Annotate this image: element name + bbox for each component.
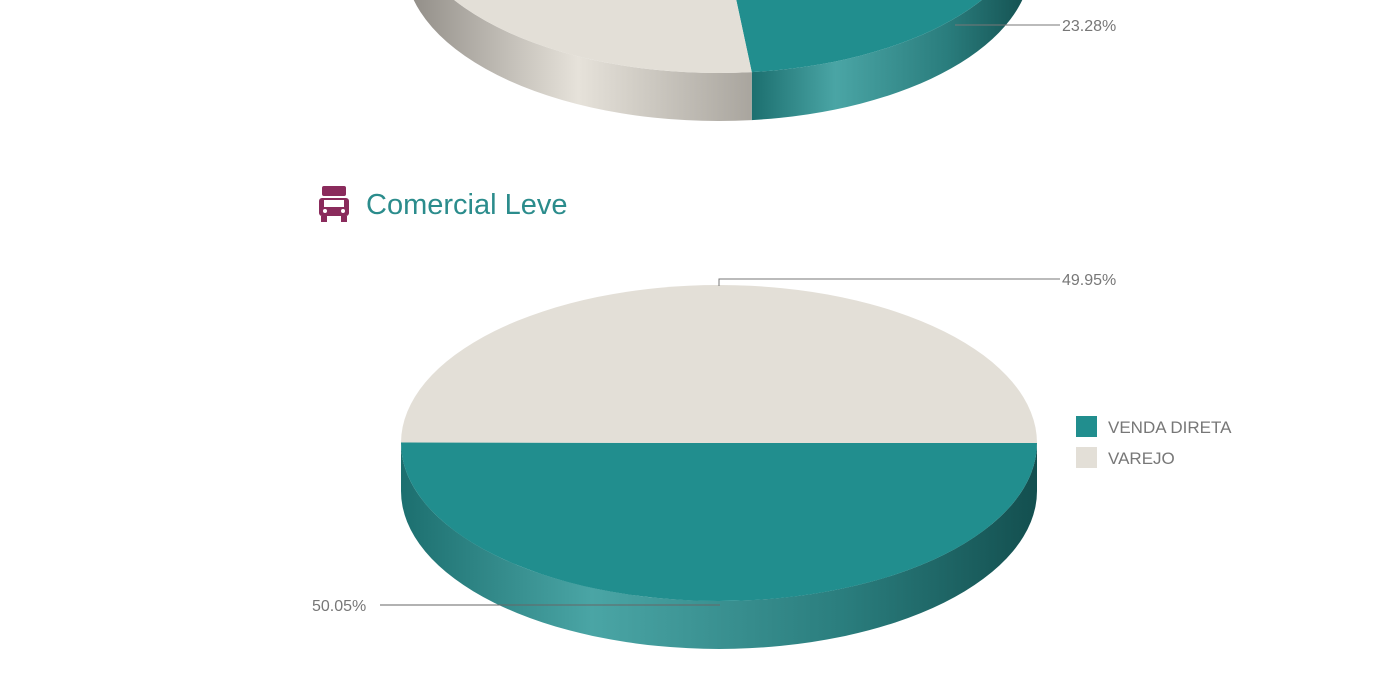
pie-chart-comercial-leve: 49.95% 50.05% [312,272,1116,649]
legend-swatch-venda-direta [1076,416,1097,437]
pie-side-0 [401,443,1037,649]
section-title-text: Comercial Leve [366,188,568,221]
data-label: 49.95% [1062,272,1116,289]
pie-slice-venda-direta [400,442,1037,602]
truck-icon [319,186,349,222]
pie-chart-top: 23.28% [413,0,1116,121]
data-label: 23.28% [1062,18,1116,35]
pie-slice-venda-direta [736,0,982,73]
data-label: 50.05% [312,598,366,615]
legend-label-venda-direta: VENDA DIRETA [1108,418,1232,437]
leader-line [718,278,1060,286]
pie-side-0 [751,0,1023,121]
legend-label-varejo: VAREJO [1108,449,1175,468]
pie-slice-varejo [454,0,752,73]
legend: VENDA DIRETA VAREJO [1076,416,1232,468]
pie-side-1 [413,0,752,121]
pie-slice-varejo [401,285,1037,443]
legend-swatch-varejo [1076,447,1097,468]
section-title: Comercial Leve [318,186,567,224]
